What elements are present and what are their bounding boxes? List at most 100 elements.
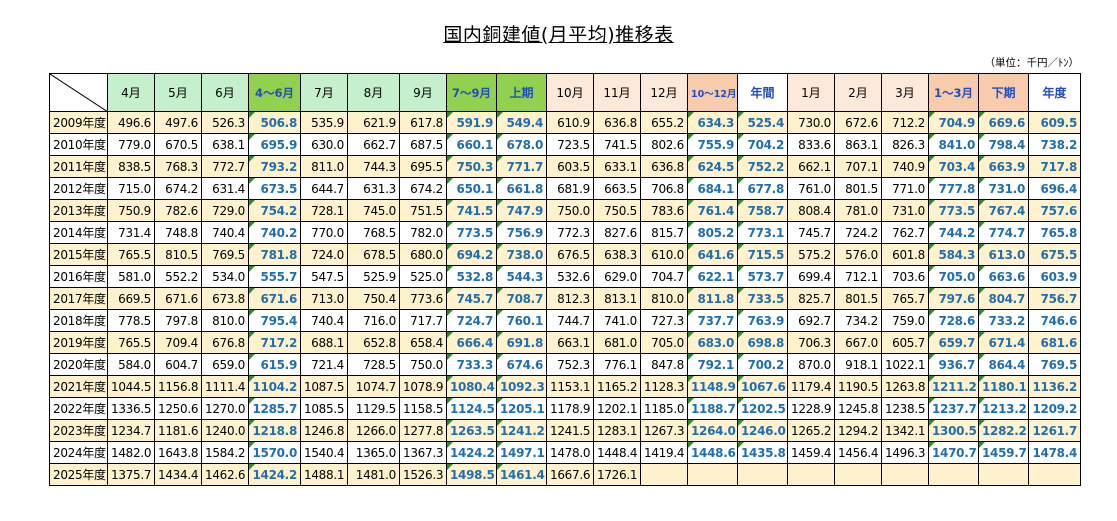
value-cell: 805.2: [687, 221, 738, 244]
value-cell: 1209.2: [1028, 397, 1081, 420]
corner-cell: [49, 73, 108, 112]
year-cell: 2012年度: [49, 177, 108, 200]
value-cell: 696.4: [1028, 177, 1081, 200]
value-cell: 706.3: [787, 331, 835, 354]
value-cell: 644.7: [300, 177, 348, 200]
table-row: 2023年度 1234.7 1181.6 1240.0 1218.8 1246.8 1266…: [49, 419, 1081, 442]
value-cell: 811.8: [687, 287, 738, 310]
value-cell: 754.2: [248, 199, 301, 222]
value-cell: 1419.4: [640, 441, 688, 464]
value-cell: 747.9: [496, 199, 547, 222]
value-cell: 667.0: [834, 331, 882, 354]
value-cell: 674.2: [154, 177, 202, 200]
value-cell: 1158.5: [399, 397, 447, 420]
value-cell: 496.6: [107, 111, 155, 134]
value-cell: 1156.8: [154, 375, 202, 398]
year-cell: 2011年度: [49, 155, 108, 178]
value-cell: 756.7: [1028, 287, 1081, 310]
value-cell: 605.7: [881, 331, 929, 354]
table-row: 2015年度 765.5 810.5 769.5 781.8 724.0 678.5 680.…: [49, 243, 1081, 266]
table-row: 2009年度 496.6 497.6 526.3 506.8 535.9 621.9 617.…: [49, 111, 1081, 134]
value-cell: 1667.6: [546, 463, 594, 486]
value-cell: 724.2: [834, 221, 882, 244]
value-cell: 745.7: [446, 287, 497, 310]
value-cell: 552.2: [154, 265, 202, 288]
value-cell: 772.7: [201, 155, 249, 178]
table-row: 2011年度 838.5 768.3 772.7 793.2 811.0 744.3 695.…: [49, 155, 1081, 178]
value-cell: 1241.2: [496, 419, 547, 442]
value-cell: 918.1: [834, 353, 882, 376]
value-cell: 549.4: [496, 111, 547, 134]
value-cell: 638.1: [201, 133, 249, 156]
value-cell: 781.0: [834, 199, 882, 222]
value-cell: 1234.7: [107, 419, 155, 442]
value-cell: 750.4: [347, 287, 400, 310]
value-cell: 772.3: [546, 221, 594, 244]
unit-label: （単位：千円／ﾄﾝ）: [984, 57, 1080, 69]
value-cell: 1342.1: [881, 419, 929, 442]
value-cell: 1104.2: [248, 375, 301, 398]
year-cell: 2009年度: [49, 111, 108, 134]
value-cell: 1250.6: [154, 397, 202, 420]
value-cell: 671.6: [248, 287, 301, 310]
value-cell: 801.5: [834, 177, 882, 200]
value-cell: 810.0: [201, 309, 249, 332]
value-cell: 534.0: [201, 265, 249, 288]
value-cell: 1240.0: [201, 419, 249, 442]
value-cell: [1028, 463, 1081, 486]
value-cell: 535.9: [300, 111, 348, 134]
value-cell: 688.1: [300, 331, 348, 354]
header-cell: 年度: [1028, 73, 1081, 112]
value-cell: 1424.2: [446, 441, 497, 464]
value-cell: 936.7: [928, 353, 979, 376]
value-cell: 666.4: [446, 331, 497, 354]
header-cell: 上期: [496, 73, 547, 112]
value-cell: 864.4: [978, 353, 1029, 376]
value-cell: 763.9: [737, 309, 788, 332]
value-cell: 680.0: [399, 243, 447, 266]
value-cell: 847.8: [640, 353, 688, 376]
value-cell: [834, 463, 882, 486]
value-cell: 659.0: [201, 353, 249, 376]
value-cell: 584.0: [107, 353, 155, 376]
value-cell: 779.0: [107, 133, 155, 156]
year-cell: 2019年度: [49, 331, 108, 354]
header-cell: 年間: [737, 73, 788, 112]
value-cell: 633.1: [593, 155, 641, 178]
value-cell: 1263.8: [881, 375, 929, 398]
value-cell: 1205.1: [496, 397, 547, 420]
value-cell: 1375.7: [107, 463, 155, 486]
value-cell: 750.0: [546, 199, 594, 222]
value-cell: 652.8: [347, 331, 400, 354]
value-cell: 1111.4: [201, 375, 249, 398]
value-cell: 768.5: [347, 221, 400, 244]
value-cell: 603.5: [546, 155, 594, 178]
value-cell: 1488.1: [300, 463, 348, 486]
value-cell: 769.5: [1028, 353, 1081, 376]
value-cell: 774.7: [978, 221, 1029, 244]
value-cell: 751.5: [399, 199, 447, 222]
value-cell: 1459.4: [787, 441, 835, 464]
year-cell: 2016年度: [49, 265, 108, 288]
value-cell: 734.2: [834, 309, 882, 332]
header-row: 4月 5月 6月 4～6月 7月 8月 9月 7～9月 上期 10月 11月 1…: [49, 73, 1081, 112]
value-cell: 1153.1: [546, 375, 594, 398]
value-cell: 615.9: [248, 353, 301, 376]
value-cell: 801.5: [834, 287, 882, 310]
value-cell: 673.5: [248, 177, 301, 200]
value-cell: 709.4: [154, 331, 202, 354]
value-cell: 731.0: [978, 177, 1029, 200]
value-cell: 756.9: [496, 221, 547, 244]
value-cell: 704.9: [928, 111, 979, 134]
value-cell: 750.3: [446, 155, 497, 178]
value-cell: [881, 463, 929, 486]
value-cell: 1282.2: [978, 419, 1029, 442]
value-cell: 1498.5: [446, 463, 497, 486]
value-cell: 575.2: [787, 243, 835, 266]
value-cell: 1188.7: [687, 397, 738, 420]
year-cell: 2018年度: [49, 309, 108, 332]
value-cell: 1461.4: [496, 463, 547, 486]
value-cell: 1202.5: [737, 397, 788, 420]
value-cell: 1185.0: [640, 397, 688, 420]
year-cell: 2022年度: [49, 397, 108, 420]
